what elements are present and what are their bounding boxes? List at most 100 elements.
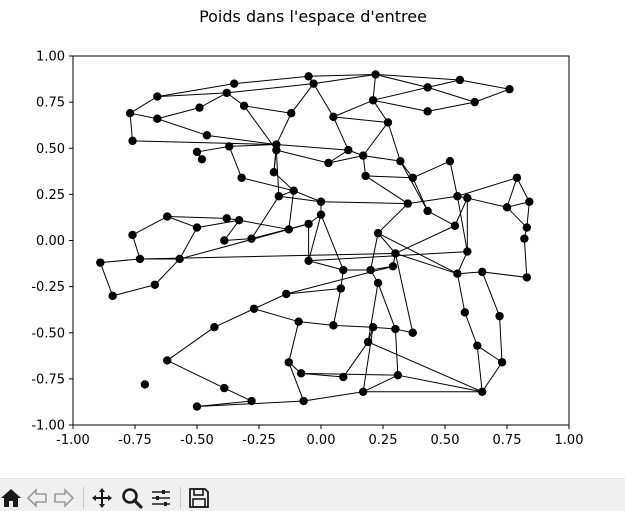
edge-line <box>166 326 215 361</box>
y-tick-label: 0.25 <box>36 188 65 203</box>
x-tick-label: -1.00 <box>56 433 90 448</box>
edge-line <box>454 197 468 226</box>
edge-line <box>251 195 280 239</box>
data-point <box>202 131 212 140</box>
data-point <box>220 236 229 245</box>
edge-line <box>226 83 314 94</box>
data-point <box>423 107 432 116</box>
data-point <box>525 197 534 206</box>
edge-line <box>427 86 475 103</box>
chart-title: Poids dans l'espace d'entree <box>199 7 427 26</box>
data-point <box>363 337 373 347</box>
y-tick-label: 0.00 <box>36 234 65 249</box>
toolbar-separator <box>83 487 84 509</box>
edge-line <box>206 134 277 146</box>
edge-line <box>278 195 322 203</box>
y-tick-label: 0.50 <box>36 142 65 157</box>
edge-line <box>276 149 329 164</box>
data-point <box>237 173 246 182</box>
edge-line <box>365 175 409 205</box>
edge-line <box>308 214 322 261</box>
data-point <box>453 269 462 278</box>
edge-line <box>196 145 230 153</box>
data-point <box>463 247 472 256</box>
edge-line <box>301 372 398 376</box>
data-point <box>450 221 460 230</box>
data-point <box>383 118 393 127</box>
data-point <box>478 267 487 277</box>
data-point <box>408 173 417 182</box>
edge-line <box>308 260 344 271</box>
y-tick-label: -0.75 <box>31 372 65 387</box>
edge-line <box>387 122 401 162</box>
edge-line <box>239 219 289 230</box>
edge-line <box>308 73 376 77</box>
data-point <box>284 225 293 234</box>
data-point <box>408 328 417 337</box>
data-point <box>453 192 462 201</box>
edge-line <box>456 273 466 313</box>
data-point <box>284 358 293 367</box>
pan-move-icon[interactable] <box>91 487 113 509</box>
x-tick-label: 0.25 <box>369 433 398 448</box>
data-point <box>373 228 383 238</box>
edge-line <box>367 282 379 343</box>
data-point <box>220 383 229 393</box>
data-point <box>316 210 326 219</box>
data-point <box>153 92 162 101</box>
data-point <box>195 103 204 112</box>
edge-line <box>395 225 456 254</box>
edge-line <box>449 161 458 197</box>
edge-line <box>129 113 134 141</box>
data-point <box>192 402 202 411</box>
data-point <box>460 308 470 317</box>
data-point <box>309 79 318 88</box>
home-icon[interactable] <box>0 487 22 509</box>
edge-line <box>506 177 518 208</box>
data-point <box>388 262 398 271</box>
edge-line <box>199 92 227 109</box>
edge-line <box>179 227 198 260</box>
navigation-toolbar <box>0 478 625 511</box>
y-tick-label: 1.00 <box>36 50 65 65</box>
back-arrow-icon[interactable] <box>26 487 48 509</box>
edge-line <box>363 155 401 162</box>
edge-line <box>377 232 458 275</box>
zoom-magnifier-icon[interactable] <box>121 487 143 509</box>
y-axis: -1.00 -0.75 -0.50 -0.25 0.00 0.25 0.50 0.75 1.00 <box>31 50 73 434</box>
data-point <box>197 155 207 164</box>
edge-line <box>476 345 503 363</box>
data-point <box>329 321 338 330</box>
data-point <box>153 114 162 123</box>
chart-svg: Poids dans l'espace d'entree -1.00 -0.75 -… <box>31 7 583 448</box>
data-point <box>296 369 306 378</box>
edge-line <box>157 92 227 98</box>
edge-line <box>251 223 309 240</box>
data-point <box>445 156 455 166</box>
edge-line <box>372 99 428 112</box>
save-floppy-icon[interactable] <box>188 487 210 509</box>
forward-arrow-icon[interactable] <box>53 487 75 509</box>
edge-line <box>273 171 295 192</box>
edge-line <box>253 293 287 310</box>
edge-line <box>288 362 305 402</box>
edge-line <box>457 177 518 197</box>
edge-line <box>157 107 200 120</box>
edge-line <box>157 118 208 136</box>
edge-line <box>333 99 374 118</box>
configure-subplots-icon[interactable] <box>150 487 172 509</box>
edge-line <box>394 253 414 333</box>
y-tick-label: -0.25 <box>31 280 65 295</box>
data-point <box>393 370 403 380</box>
data-point <box>329 112 338 122</box>
data-point <box>522 273 532 282</box>
data-point <box>366 265 375 275</box>
figure-canvas: Poids dans l'espace d'entree -1.00 -0.75 -… <box>31 7 584 448</box>
data-point <box>125 108 135 118</box>
edge-line <box>303 391 364 402</box>
data-point <box>225 142 234 151</box>
edge-line <box>320 201 408 205</box>
edge-line <box>427 79 460 88</box>
data-point <box>368 96 378 105</box>
y-tick-label: -1.00 <box>31 419 65 434</box>
